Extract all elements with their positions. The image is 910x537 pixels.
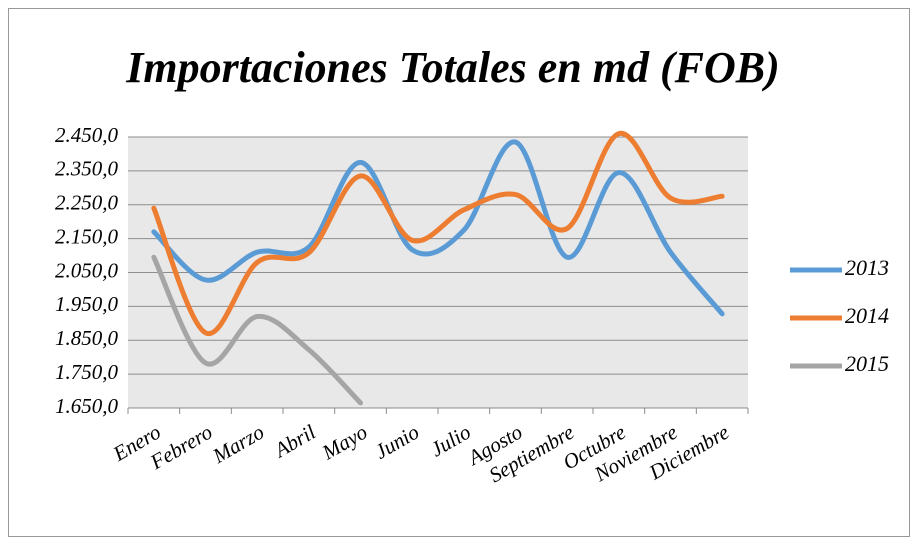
y-tick-label: 1.750,0	[55, 360, 119, 384]
series-line	[151, 131, 725, 336]
y-tick-label: 2.150,0	[55, 224, 119, 248]
y-tick-label: 1.650,0	[55, 394, 119, 418]
y-tick-label: 1.850,0	[55, 326, 119, 350]
y-tick-label: 2.050,0	[55, 258, 119, 282]
legend-label: 2014	[845, 303, 889, 328]
y-tick-label: 2.450,0	[55, 123, 119, 147]
y-tick-label: 2.250,0	[55, 191, 119, 215]
legend-label: 2013	[845, 255, 889, 280]
legend-label: 2015	[845, 351, 889, 376]
series-line	[151, 254, 363, 406]
y-tick-label: 1.950,0	[55, 292, 119, 316]
series-line	[151, 139, 725, 317]
y-tick-label: 2.350,0	[55, 157, 119, 181]
chart-title: Importaciones Totales en md (FOB)	[125, 43, 780, 92]
